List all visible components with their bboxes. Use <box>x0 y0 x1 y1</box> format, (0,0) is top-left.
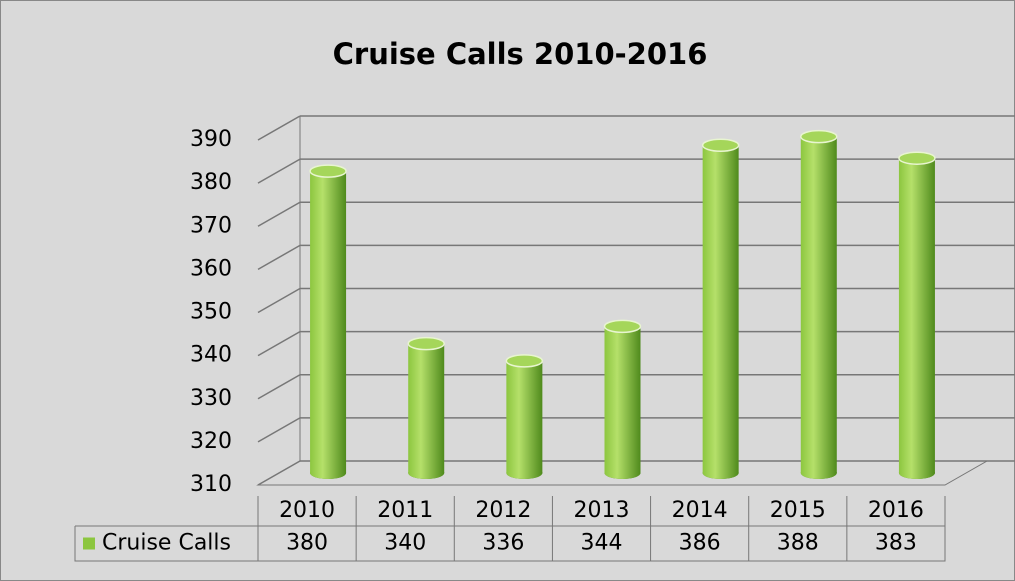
bar-top <box>800 129 838 144</box>
bar <box>506 360 543 473</box>
grid-line-side <box>257 158 301 184</box>
y-tick-label: 360 <box>190 256 232 281</box>
bar-top <box>603 319 642 334</box>
y-tick-label: 390 <box>190 127 232 152</box>
table-value: 386 <box>679 531 721 556</box>
bar-base-front <box>408 467 445 479</box>
bar-base-front <box>506 467 543 479</box>
table-value: 380 <box>286 531 328 556</box>
x-tick-label: 2013 <box>574 498 630 523</box>
table-value: 344 <box>581 531 623 556</box>
grid-line-side <box>257 287 301 314</box>
bar-top <box>505 354 544 368</box>
bar-base-front <box>310 467 347 479</box>
x-tick-label: 2016 <box>868 498 924 523</box>
grid-line-side <box>257 244 301 271</box>
grid-line-side <box>257 374 301 400</box>
table-value: 340 <box>384 531 426 556</box>
bar <box>800 136 837 473</box>
bar <box>702 145 739 473</box>
bar <box>310 171 347 473</box>
bar-base-front <box>898 467 935 479</box>
bar <box>408 343 445 473</box>
bar-top <box>407 336 445 351</box>
x-tick-label: 2014 <box>672 498 728 523</box>
bar-top <box>701 138 740 152</box>
x-tick-label: 2015 <box>770 498 826 523</box>
bar-base-front <box>604 467 641 479</box>
legend-key <box>83 537 95 550</box>
table-value: 336 <box>482 531 524 556</box>
y-tick-label: 330 <box>190 386 232 411</box>
y-tick-label: 340 <box>190 343 232 368</box>
bar-base-front <box>702 467 739 479</box>
y-tick-label: 320 <box>190 429 232 454</box>
x-tick-label: 2010 <box>279 498 335 523</box>
grid-line-side <box>257 460 301 486</box>
table-value: 383 <box>875 531 917 556</box>
table-grid <box>74 496 946 562</box>
bar <box>898 158 935 473</box>
bar <box>604 326 641 473</box>
grid-line-side <box>257 330 301 357</box>
y-tick-label: 310 <box>190 472 232 497</box>
chart-title: Cruise Calls 2010-2016 <box>333 37 708 71</box>
x-tick-label: 2011 <box>377 498 433 523</box>
x-tick-label: 2012 <box>475 498 531 523</box>
y-tick-label: 380 <box>190 170 232 195</box>
bar-top <box>309 164 347 178</box>
bar-base-front <box>800 467 837 479</box>
legend-label: Cruise Calls <box>102 531 231 556</box>
table-value: 388 <box>777 531 819 556</box>
y-tick-label: 350 <box>190 300 232 325</box>
bar-top <box>898 151 936 165</box>
y-tick-label: 370 <box>190 213 232 238</box>
grid-line-side <box>257 417 301 443</box>
grid-line-side <box>257 115 301 141</box>
grid-line-side <box>257 201 301 227</box>
